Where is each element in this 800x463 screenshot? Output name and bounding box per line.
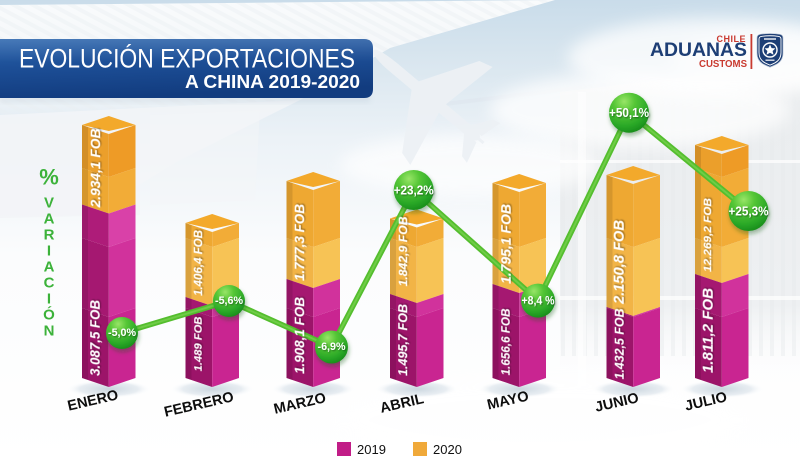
svg-text:A CHINA 2019-2020: A CHINA 2019-2020 (185, 71, 360, 92)
svg-text:+50,1%: +50,1% (609, 105, 649, 120)
svg-text:2020: 2020 (433, 442, 462, 457)
svg-text:Ó: Ó (43, 306, 55, 324)
svg-text:1.656,6 FOB: 1.656,6 FOB (499, 308, 513, 375)
svg-text:I: I (47, 243, 51, 260)
svg-text:%: % (39, 165, 59, 190)
svg-text:N: N (44, 323, 55, 340)
svg-text:A: A (44, 259, 55, 276)
svg-text:+25,3%: +25,3% (729, 204, 769, 219)
svg-text:R: R (44, 227, 55, 244)
svg-text:2.934,1 FOB: 2.934,1 FOB (87, 129, 103, 209)
svg-text:1.495,7 FOB: 1.495,7 FOB (396, 304, 410, 376)
svg-text:C: C (44, 275, 55, 292)
svg-text:1.406,4 FOB: 1.406,4 FOB (192, 230, 205, 296)
svg-text:+8,4 %: +8,4 % (522, 294, 555, 308)
svg-text:1.777,3 FOB: 1.777,3 FOB (292, 204, 307, 281)
svg-text:1.795,1 FOB: 1.795,1 FOB (498, 204, 514, 284)
svg-text:12.269,2 FOB: 12.269,2 FOB (702, 198, 714, 272)
svg-text:1.908,1 FOB: 1.908,1 FOB (292, 297, 307, 374)
svg-text:1.811,2 FOB: 1.811,2 FOB (700, 288, 717, 373)
svg-text:CUSTOMS: CUSTOMS (699, 58, 747, 70)
svg-text:+23,2%: +23,2% (394, 183, 434, 198)
svg-text:2019: 2019 (357, 442, 386, 457)
svg-text:1.489 FOB: 1.489 FOB (193, 317, 205, 372)
svg-text:V: V (44, 195, 54, 212)
svg-text:-5,0%: -5,0% (108, 327, 136, 339)
svg-text:EVOLUCIÓN EXPORTACIONES: EVOLUCIÓN EXPORTACIONES (19, 43, 355, 74)
svg-text:-6,9%: -6,9% (318, 341, 346, 353)
svg-text:3.087,5 FOB: 3.087,5 FOB (88, 300, 103, 376)
svg-text:CHILE: CHILE (717, 34, 747, 44)
svg-text:1.842,9 FOB: 1.842,9 FOB (396, 216, 410, 286)
svg-text:1.432,5 FOB: 1.432,5 FOB (613, 309, 627, 380)
svg-text:ADUANAS: ADUANAS (650, 40, 747, 61)
svg-text:A: A (44, 211, 55, 228)
svg-text:-5,6%: -5,6% (215, 295, 243, 307)
svg-text:2.150,8 FOB: 2.150,8 FOB (612, 220, 628, 305)
svg-text:I: I (47, 291, 51, 308)
